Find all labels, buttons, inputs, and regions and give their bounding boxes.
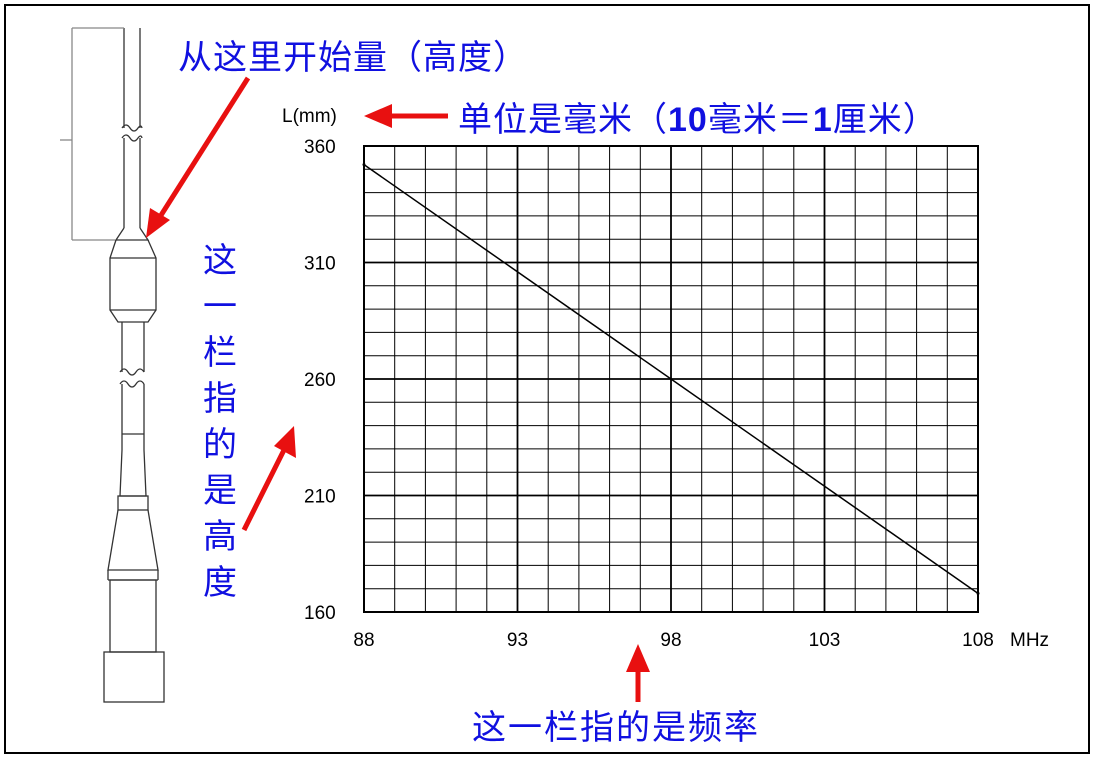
arrow-to-unit-label <box>364 104 448 128</box>
x-tick-label: 88 <box>353 630 374 651</box>
y-tick-label: 310 <box>304 254 336 275</box>
unit-one: 1 <box>812 101 833 139</box>
x-tick-label: 108 <box>962 630 994 651</box>
tick-labels: 360 310 260 210 160 88 93 98 103 108 <box>304 137 994 651</box>
y-tick-label: 160 <box>304 603 336 624</box>
measure-start-annotation: 从这里开始量（高度） <box>178 38 528 78</box>
x-tick-label: 98 <box>660 630 681 651</box>
arrow-to-x-axis <box>626 644 650 702</box>
frequency-column-annotation: 这一栏指的是频率 <box>472 708 760 748</box>
x-axis-unit-label: MHz <box>1010 630 1049 651</box>
major-grid <box>363 145 979 613</box>
unit-ten: 10 <box>668 101 708 139</box>
y-axis-label: L(mm) <box>282 106 337 127</box>
x-tick-label: 103 <box>809 630 841 651</box>
unit-annotation: 单位是毫米（10毫米＝1厘米） <box>458 92 938 141</box>
series-layer <box>362 163 980 595</box>
series-line <box>363 164 979 594</box>
unit-prefix: 单位是毫米（ <box>458 100 668 140</box>
antenna-illustration <box>60 27 165 703</box>
x-tick-label: 93 <box>507 630 528 651</box>
data-point <box>976 591 980 595</box>
unit-suffix: 厘米） <box>832 100 938 140</box>
y-tick-label: 260 <box>304 370 336 391</box>
data-point <box>362 163 366 167</box>
arrow-to-measure-start <box>146 76 251 238</box>
height-column-annotation: 这一栏指的是高度 <box>203 241 237 603</box>
plot-border <box>363 145 979 613</box>
y-tick-label: 360 <box>304 137 336 158</box>
arrow-to-y-axis <box>241 426 296 532</box>
image-frame <box>4 4 1090 754</box>
unit-mid: 毫米＝ <box>707 100 813 140</box>
red-arrows <box>146 76 650 702</box>
y-tick-label: 210 <box>304 487 336 508</box>
